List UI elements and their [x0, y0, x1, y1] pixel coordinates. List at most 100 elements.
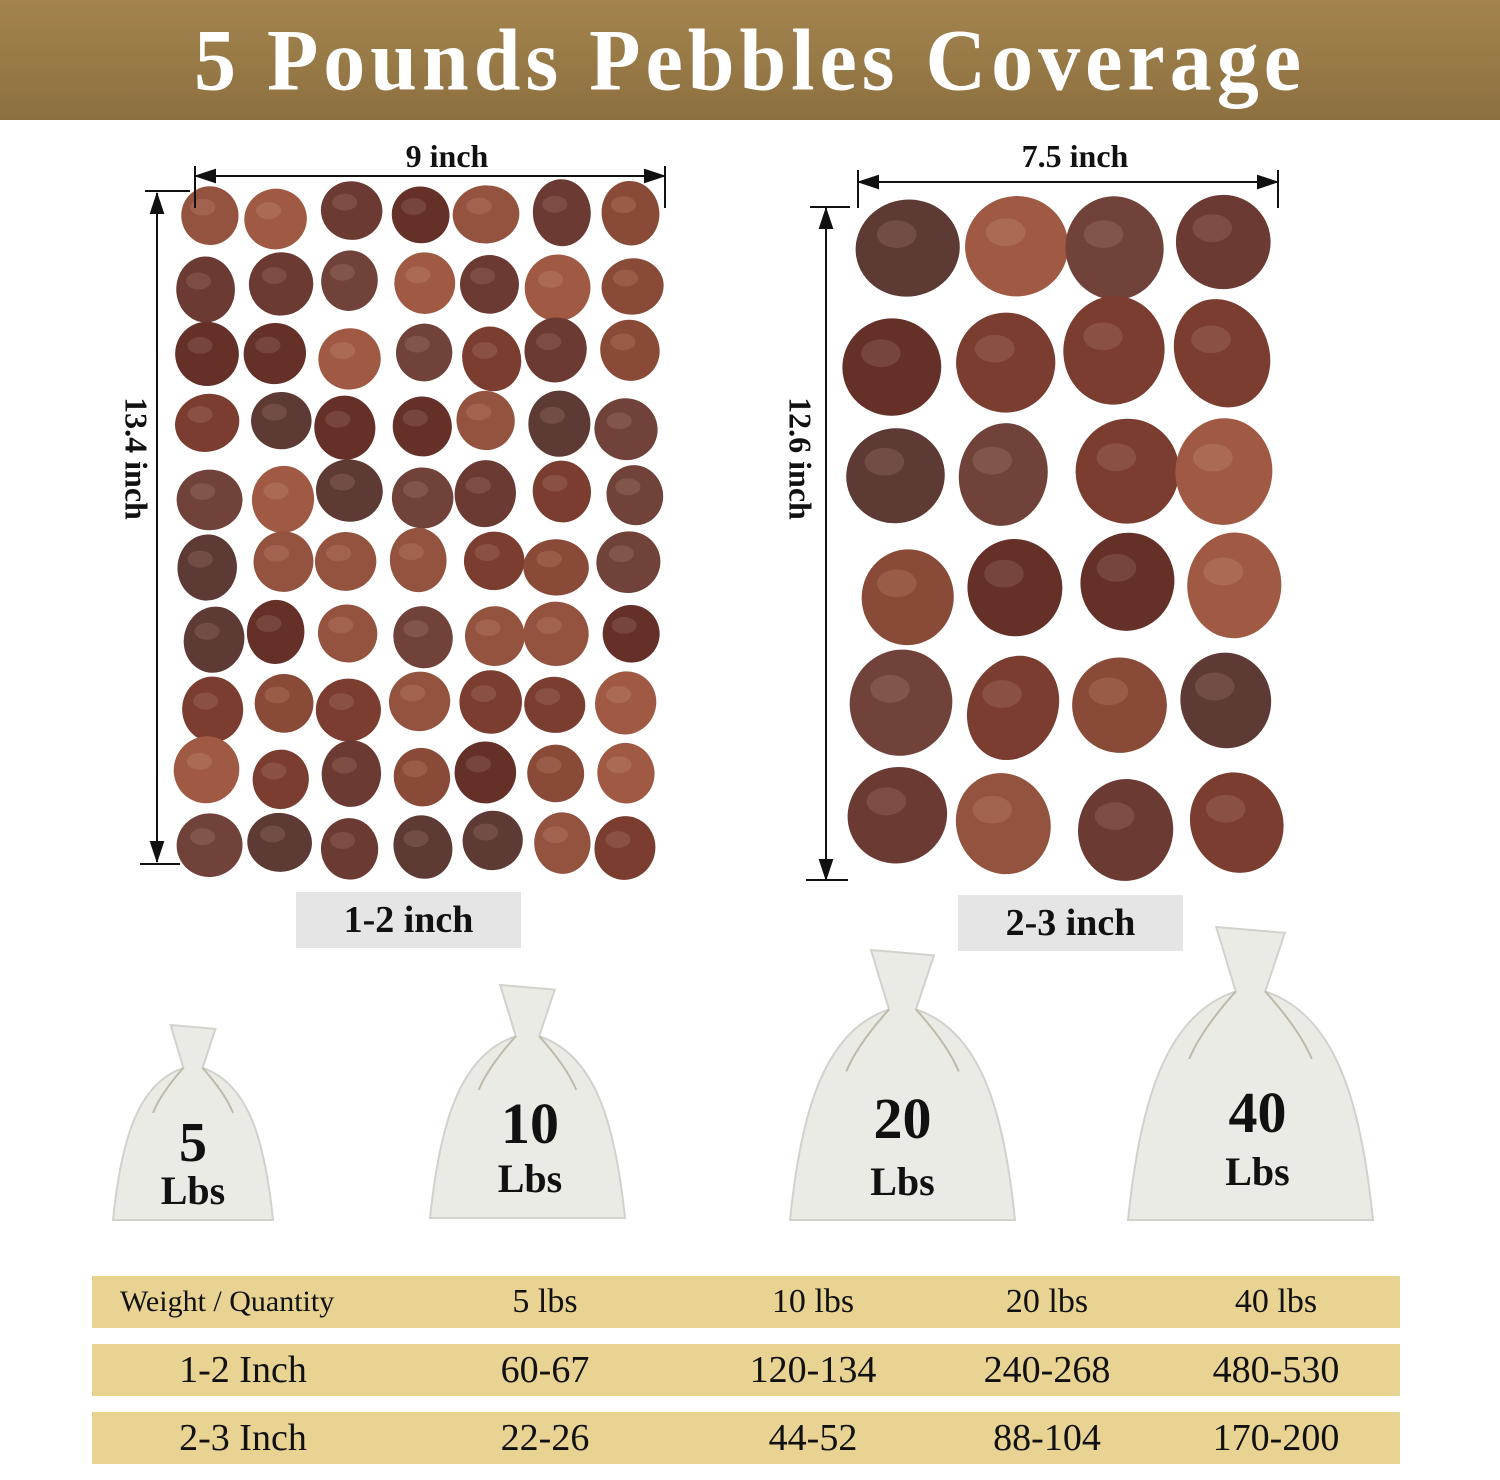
- pebble: [314, 532, 377, 591]
- pebble-highlight: [536, 617, 562, 634]
- table-cell: 480-530: [1212, 1349, 1340, 1391]
- pebble: [523, 601, 589, 667]
- pebble-highlight: [401, 198, 427, 215]
- pebble: [1065, 196, 1164, 300]
- pebble: [393, 747, 451, 807]
- pebble-highlight: [536, 756, 562, 774]
- pebble-highlight: [329, 473, 355, 491]
- pebble: [393, 606, 453, 669]
- pebble-highlight: [261, 762, 287, 780]
- pebble-highlight: [325, 410, 351, 428]
- pebble-highlight: [332, 193, 358, 211]
- pebble-highlight: [403, 830, 429, 848]
- pebble: [855, 199, 960, 297]
- pebble-highlight: [535, 688, 561, 705]
- pebble-highlight: [186, 752, 213, 770]
- pebble-highlight: [472, 342, 498, 359]
- pebble-highlight: [193, 692, 219, 710]
- pebble-group-small: [173, 179, 664, 880]
- pebble-highlight: [329, 263, 356, 281]
- pebble-highlight: [403, 481, 429, 498]
- pebble: [596, 531, 661, 594]
- pebble: [454, 460, 516, 528]
- pebble-highlight: [606, 686, 632, 703]
- table-header-row: Weight / Quantity 5 lbs 10 lbs 20 lbs 40…: [92, 1276, 1400, 1328]
- pebble-highlight: [876, 569, 917, 598]
- pebble: [243, 322, 307, 385]
- pebble-highlight: [1083, 322, 1123, 351]
- table-header: 10 lbs: [771, 1283, 855, 1320]
- pebble-highlight: [605, 831, 631, 849]
- height-label-large: 12.6 inch: [782, 397, 819, 520]
- size-label-small: 1-2 inch: [296, 892, 521, 948]
- table-row: 1-2 Inch 60-67 120-134 240-268 480-530: [92, 1344, 1400, 1396]
- pebble-highlight: [1205, 794, 1246, 823]
- pebble-highlight: [465, 476, 491, 494]
- sack-icon: [111, 1023, 275, 1221]
- pebble-highlight: [539, 406, 565, 424]
- pebble-highlight: [255, 336, 281, 354]
- pebble: [253, 531, 314, 592]
- pebble-highlight: [326, 544, 352, 562]
- pebble: [181, 186, 239, 246]
- pebble: [606, 465, 664, 526]
- pebble: [1173, 299, 1271, 408]
- pebble-highlight: [255, 202, 282, 219]
- pebble-highlight: [610, 333, 636, 351]
- size-label-large: 2-3 inch: [958, 895, 1183, 951]
- pebble-highlight: [402, 409, 428, 427]
- pebble: [321, 250, 378, 311]
- pebble: [314, 395, 376, 460]
- table-header: 20 lbs: [1005, 1283, 1089, 1320]
- pebble-highlight: [328, 693, 354, 711]
- pebble-highlight: [187, 406, 213, 423]
- pebble-highlight: [611, 616, 637, 634]
- pebble: [1180, 652, 1272, 749]
- table-cell: 88-104: [993, 1417, 1101, 1459]
- pebble: [176, 469, 243, 531]
- pebble-highlight: [194, 622, 220, 640]
- pebble-highlight: [1191, 325, 1231, 354]
- pebble-highlight: [261, 267, 287, 284]
- pebble-highlight: [864, 447, 905, 476]
- pebble: [254, 673, 314, 733]
- pebble: [462, 810, 523, 871]
- pebble-highlight: [471, 685, 497, 703]
- pebble: [958, 423, 1048, 526]
- pebble-highlight: [984, 559, 1024, 588]
- pebble: [460, 255, 519, 314]
- pebble-highlight: [1083, 220, 1124, 249]
- pebble: [532, 179, 591, 247]
- pebble-highlight: [329, 342, 356, 359]
- pebble-highlight: [331, 756, 357, 774]
- pebble-highlight: [972, 795, 1013, 824]
- drawstring: [477, 1035, 578, 1091]
- pebble-highlight: [1193, 443, 1233, 472]
- pebble-highlight: [187, 337, 213, 354]
- pebble: [1175, 194, 1271, 290]
- pebble: [842, 318, 942, 416]
- table-cell: 240-268: [983, 1349, 1111, 1391]
- drawstring: [845, 1008, 960, 1072]
- page-title: 5 Pounds Pebbles Coverage: [194, 11, 1306, 109]
- pebble-highlight: [1194, 672, 1235, 701]
- pebble: [594, 398, 658, 461]
- pebble-highlight: [1094, 802, 1135, 830]
- table-cell: 120-134: [749, 1349, 877, 1391]
- pebble-highlight: [403, 620, 429, 638]
- pebble-highlight: [1096, 443, 1137, 472]
- pebble: [315, 678, 381, 742]
- pebble: [391, 467, 454, 529]
- bags: [111, 925, 1375, 1221]
- pebble: [955, 773, 1051, 875]
- bag-unit: Lbs: [1225, 1149, 1290, 1194]
- pebble-highlight: [542, 195, 568, 213]
- pebble-highlight: [185, 272, 212, 290]
- pebble-highlight: [542, 474, 568, 492]
- pebble-highlight: [876, 220, 917, 249]
- quantity-table: Weight / Quantity 5 lbs 10 lbs 20 lbs 40…: [92, 1276, 1400, 1480]
- pebble: [392, 396, 452, 457]
- pebble-highlight: [612, 269, 639, 287]
- sack-icon: [428, 983, 627, 1219]
- pebble-highlight: [474, 544, 500, 561]
